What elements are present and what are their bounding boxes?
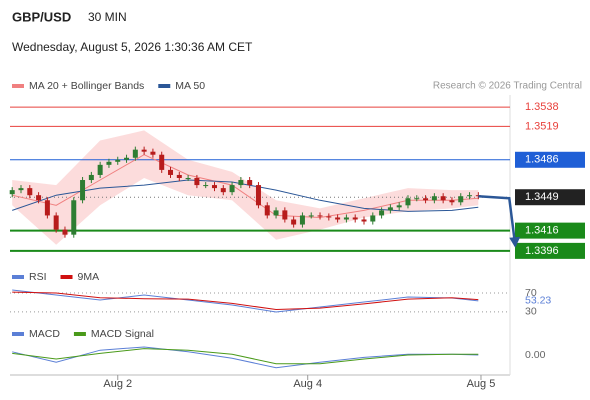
legend-swatch	[12, 84, 24, 88]
legend-swatch	[73, 332, 86, 336]
candle-body	[80, 180, 86, 201]
candle-body	[282, 210, 288, 220]
level-label: 1.3538	[525, 101, 559, 113]
candle-body	[440, 196, 446, 201]
candle-body	[220, 188, 226, 193]
candle-body	[299, 215, 305, 225]
candle-body	[291, 219, 297, 225]
level-label: 1.3449	[525, 191, 559, 203]
candle-body	[18, 188, 24, 191]
indicator-line	[12, 154, 479, 219]
candle-body	[317, 215, 323, 217]
candle-body	[132, 149, 138, 158]
level-label: 1.3486	[525, 154, 559, 166]
y-tick-label: 30	[525, 306, 537, 318]
candle-body	[247, 180, 253, 186]
candle-body	[264, 205, 270, 216]
candle-body	[467, 195, 473, 197]
candle-body	[168, 169, 174, 175]
candle-body	[396, 205, 402, 208]
level-label: 1.3416	[525, 225, 559, 237]
last-value-label: 53.23	[525, 295, 551, 307]
level-box	[515, 222, 585, 239]
candle-body	[370, 215, 376, 222]
datetime: Wednesday, August 5, 2026 1:30:36 AM CET	[12, 40, 253, 54]
level-box	[515, 189, 585, 206]
candle-body	[53, 215, 59, 230]
candle-body	[343, 217, 349, 220]
legend-swatch	[60, 275, 73, 279]
candle-body	[449, 200, 455, 203]
candle-body	[194, 177, 200, 186]
candle-body	[475, 195, 481, 197]
candle-body	[97, 164, 103, 175]
candle-body	[458, 196, 464, 203]
legend-swatch	[12, 275, 24, 279]
candle-body	[27, 188, 33, 196]
candle-body	[44, 200, 50, 216]
level-label: 1.3396	[525, 245, 559, 257]
candle-body	[308, 215, 314, 217]
forecast-arrow	[478, 194, 517, 246]
candle-body	[335, 217, 341, 220]
candle-body	[36, 195, 42, 201]
candle-body	[238, 180, 244, 186]
source: Research © 2026 Trading Central	[433, 81, 582, 92]
legend-label: MA 50	[175, 80, 205, 92]
candle-body	[9, 190, 15, 195]
arrow-head	[509, 236, 521, 248]
x-tick-label: Aug 2	[103, 378, 132, 390]
legend-label: MACD Signal	[91, 328, 154, 340]
x-tick-label: Aug 4	[293, 378, 322, 390]
legend-label: RSI	[29, 271, 47, 283]
candle-body	[431, 196, 437, 201]
candle-body	[71, 200, 77, 235]
y-tick-label: 70	[525, 287, 537, 299]
candle-body	[62, 229, 68, 235]
timeframe: 30 MIN	[88, 10, 127, 24]
level-box	[515, 242, 585, 259]
candle-body	[361, 219, 367, 222]
candle-body	[255, 185, 261, 206]
level-label: 1.3519	[525, 120, 559, 132]
candle-body	[387, 207, 393, 211]
legend-label: MACD	[29, 328, 60, 340]
candle-body	[211, 185, 217, 189]
indicator-line	[12, 346, 479, 369]
candle-body	[352, 217, 358, 220]
indicator-line	[12, 291, 479, 311]
candle-body	[379, 210, 385, 216]
candle-body	[423, 198, 429, 201]
candle-body	[141, 149, 147, 152]
legend-swatch	[12, 332, 24, 336]
candle-body	[115, 159, 121, 162]
legend-swatch	[158, 84, 171, 88]
candle-body	[88, 174, 94, 181]
indicator-line	[12, 289, 479, 313]
candle-body	[326, 216, 332, 218]
indicator-line	[12, 348, 479, 365]
legend-label: 9MA	[78, 271, 100, 283]
candle-body	[405, 198, 411, 206]
candle-body	[159, 154, 165, 170]
candle-body	[106, 161, 112, 165]
candle-body	[124, 157, 130, 160]
candle-body	[185, 177, 191, 179]
legend-label: MA 20 + Bollinger Bands	[29, 80, 144, 92]
y-tick-label: 0.00	[525, 349, 546, 361]
candle-body	[203, 185, 209, 187]
indicator-line	[12, 179, 479, 212]
candle-body	[150, 151, 156, 155]
x-tick-label: Aug 5	[467, 378, 496, 390]
symbol: GBP/USD	[12, 9, 71, 24]
candle-body	[176, 174, 182, 178]
candle-body	[273, 210, 279, 216]
candle-body	[229, 185, 235, 193]
level-box	[515, 151, 585, 168]
candle-body	[414, 198, 420, 200]
